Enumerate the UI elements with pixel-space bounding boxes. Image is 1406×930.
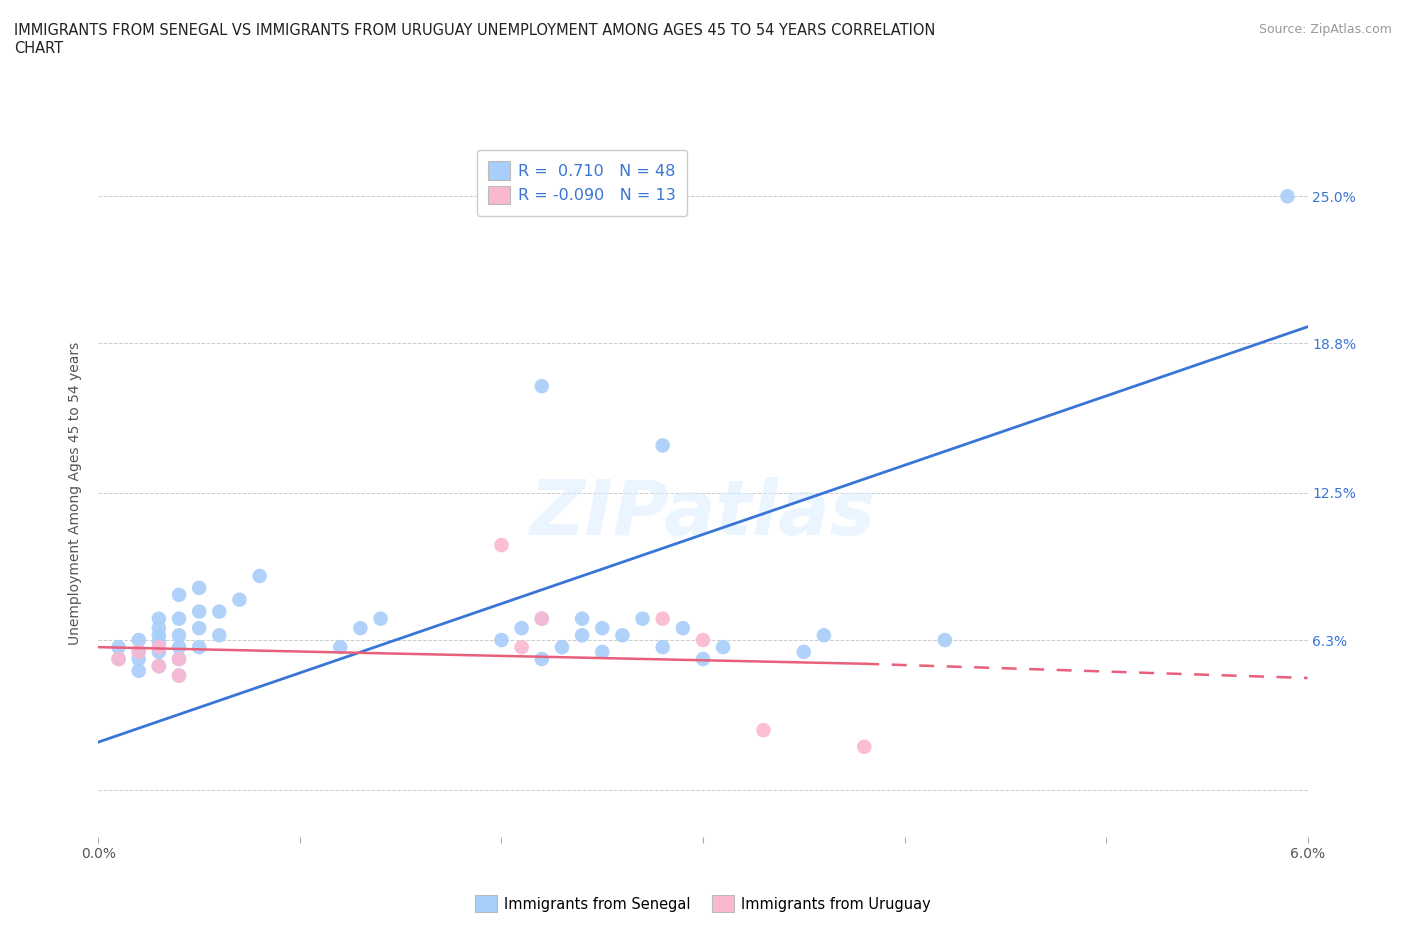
Point [208, 628, 231, 643]
Point [128, 644, 150, 659]
Point [148, 628, 170, 643]
Point [612, 628, 634, 643]
Point [148, 640, 170, 655]
Text: Source: ZipAtlas.com: Source: ZipAtlas.com [1258, 23, 1392, 36]
Point [1277, 189, 1299, 204]
Point [692, 632, 714, 647]
Point [167, 652, 190, 667]
Point [188, 604, 211, 619]
Point [651, 438, 673, 453]
Point [167, 588, 190, 603]
Point [329, 640, 352, 655]
Point [813, 628, 835, 643]
Point [148, 658, 170, 673]
Point [249, 568, 271, 583]
Point [651, 611, 673, 626]
Point [491, 538, 513, 552]
Point [128, 644, 150, 659]
Point [551, 640, 574, 655]
Point [793, 644, 815, 659]
Point [148, 644, 170, 659]
Point [571, 628, 593, 643]
Point [148, 620, 170, 635]
Point [208, 604, 231, 619]
Point [167, 640, 190, 655]
Point [711, 640, 734, 655]
Point [188, 580, 211, 595]
Point [510, 620, 533, 635]
Point [530, 611, 553, 626]
Point [853, 739, 876, 754]
Text: ZIPatlas: ZIPatlas [530, 476, 876, 551]
Point [530, 652, 553, 667]
Point [934, 632, 956, 647]
Text: IMMIGRANTS FROM SENEGAL VS IMMIGRANTS FROM URUGUAY UNEMPLOYMENT AMONG AGES 45 TO: IMMIGRANTS FROM SENEGAL VS IMMIGRANTS FR… [14, 23, 935, 56]
Point [591, 620, 613, 635]
Point [167, 668, 190, 683]
Point [530, 611, 553, 626]
Point [188, 620, 211, 635]
Point [530, 379, 553, 393]
Point [107, 652, 129, 667]
Y-axis label: Unemployment Among Ages 45 to 54 years: Unemployment Among Ages 45 to 54 years [69, 341, 83, 644]
Point [349, 620, 371, 635]
Point [571, 611, 593, 626]
Point [752, 723, 775, 737]
Point [167, 652, 190, 667]
Point [692, 652, 714, 667]
Point [651, 640, 673, 655]
Legend: Immigrants from Senegal, Immigrants from Uruguay: Immigrants from Senegal, Immigrants from… [470, 890, 936, 918]
Point [672, 620, 695, 635]
Point [148, 611, 170, 626]
Point [167, 611, 190, 626]
Point [631, 611, 654, 626]
Point [167, 668, 190, 683]
Point [128, 652, 150, 667]
Point [491, 632, 513, 647]
Point [510, 640, 533, 655]
Point [228, 592, 250, 607]
Point [591, 644, 613, 659]
Point [370, 611, 392, 626]
Legend: R =  0.710   N = 48, R = -0.090   N = 13: R = 0.710 N = 48, R = -0.090 N = 13 [477, 150, 688, 216]
Point [148, 658, 170, 673]
Point [107, 652, 129, 667]
Point [167, 628, 190, 643]
Point [128, 663, 150, 678]
Point [128, 632, 150, 647]
Point [148, 635, 170, 650]
Point [188, 640, 211, 655]
Point [107, 640, 129, 655]
